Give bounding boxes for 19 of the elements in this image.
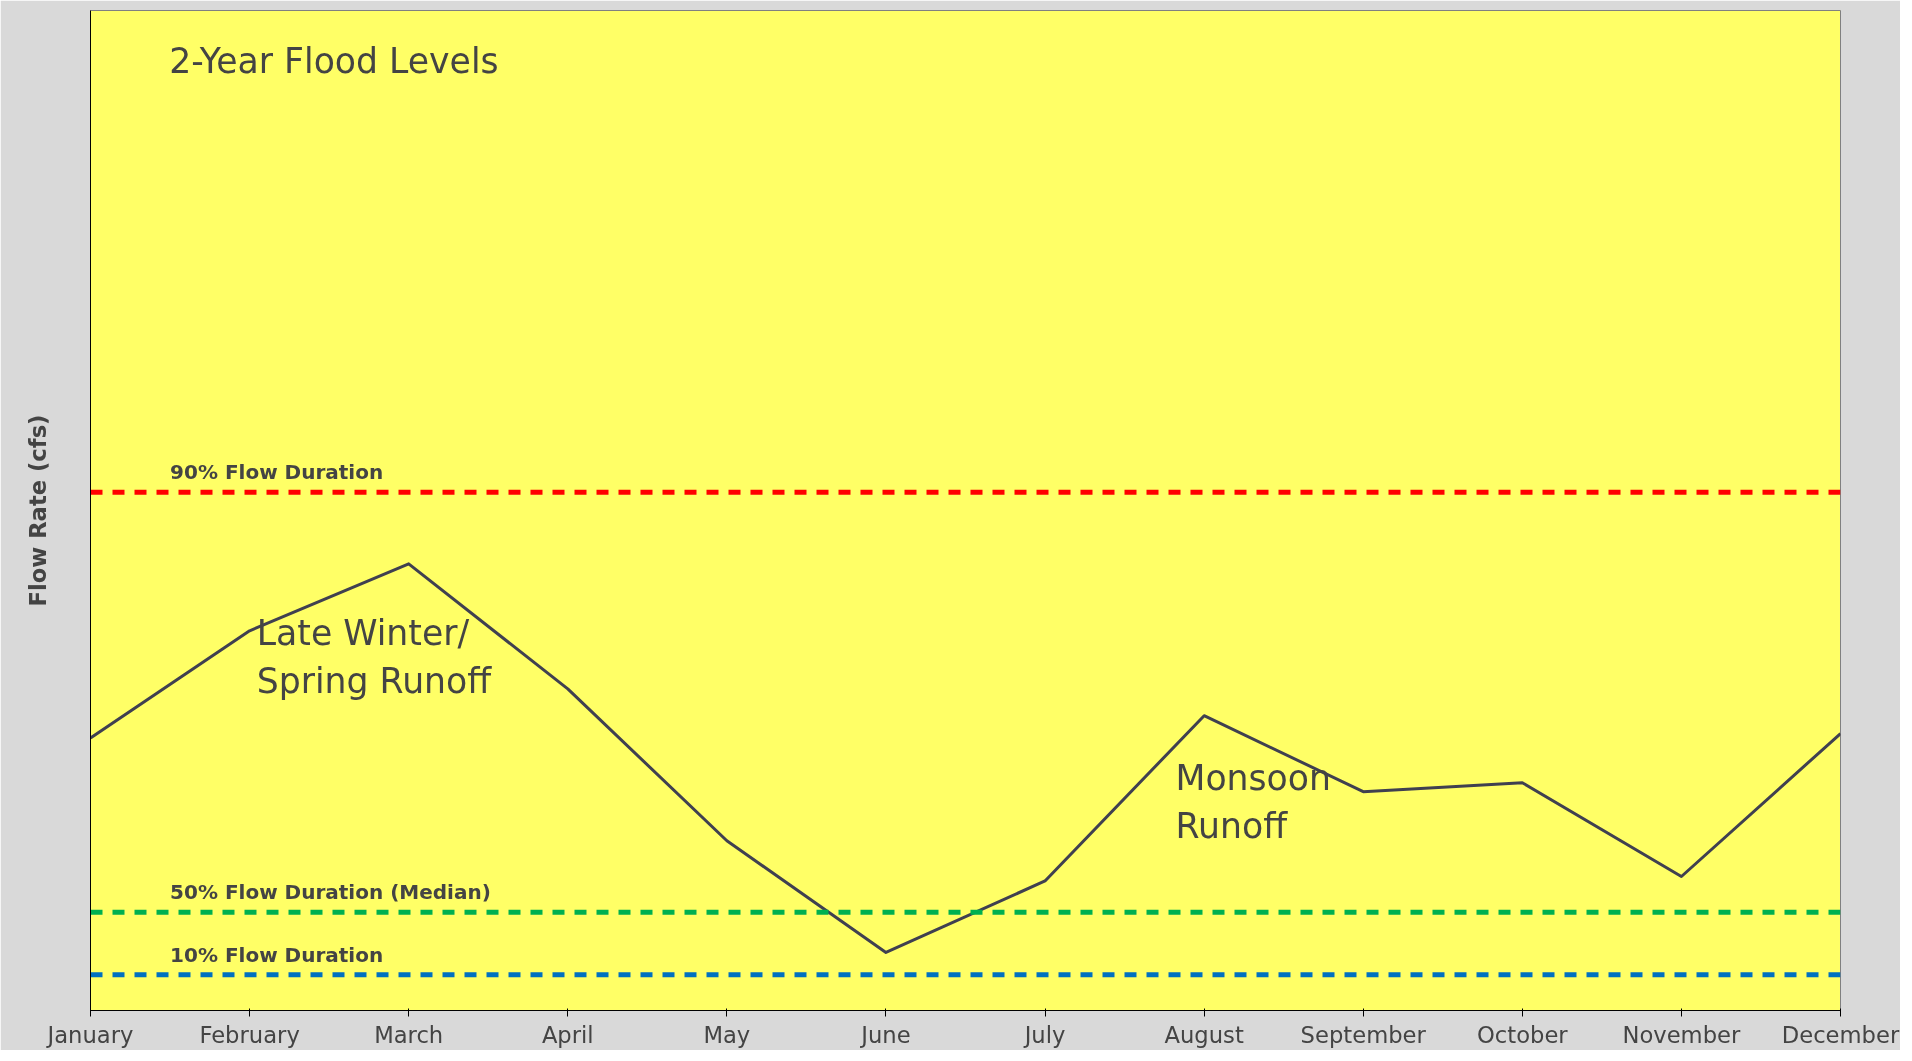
x-tick-label: June bbox=[859, 1021, 911, 1048]
x-tick-label: September bbox=[1300, 1021, 1427, 1048]
x-tick-label: December bbox=[1781, 1021, 1900, 1048]
x-tick-label: October bbox=[1476, 1021, 1569, 1048]
x-tick-label: March bbox=[374, 1021, 444, 1048]
x-tick-label: August bbox=[1164, 1021, 1244, 1048]
x-tick-label: July bbox=[1022, 1021, 1066, 1048]
ref-line-label: 10% Flow Duration bbox=[170, 942, 384, 967]
x-tick-label: May bbox=[703, 1021, 751, 1048]
x-tick-label: February bbox=[199, 1021, 300, 1048]
ref-line-label: 50% Flow Duration (Median) bbox=[170, 880, 491, 905]
y-axis-title: Flow Rate (cfs) bbox=[24, 414, 51, 607]
annotation: Monsoon Runoff bbox=[1175, 757, 1331, 846]
annotation: Late Winter/ Spring Runoff bbox=[256, 612, 493, 701]
x-tick-label: April bbox=[541, 1021, 594, 1048]
text: 2-Year Flood Levels bbox=[169, 40, 499, 81]
x-tick-label: January bbox=[45, 1021, 134, 1048]
ref-line-label: 90% Flow Duration bbox=[170, 460, 384, 485]
x-tick-label: November bbox=[1622, 1021, 1742, 1048]
